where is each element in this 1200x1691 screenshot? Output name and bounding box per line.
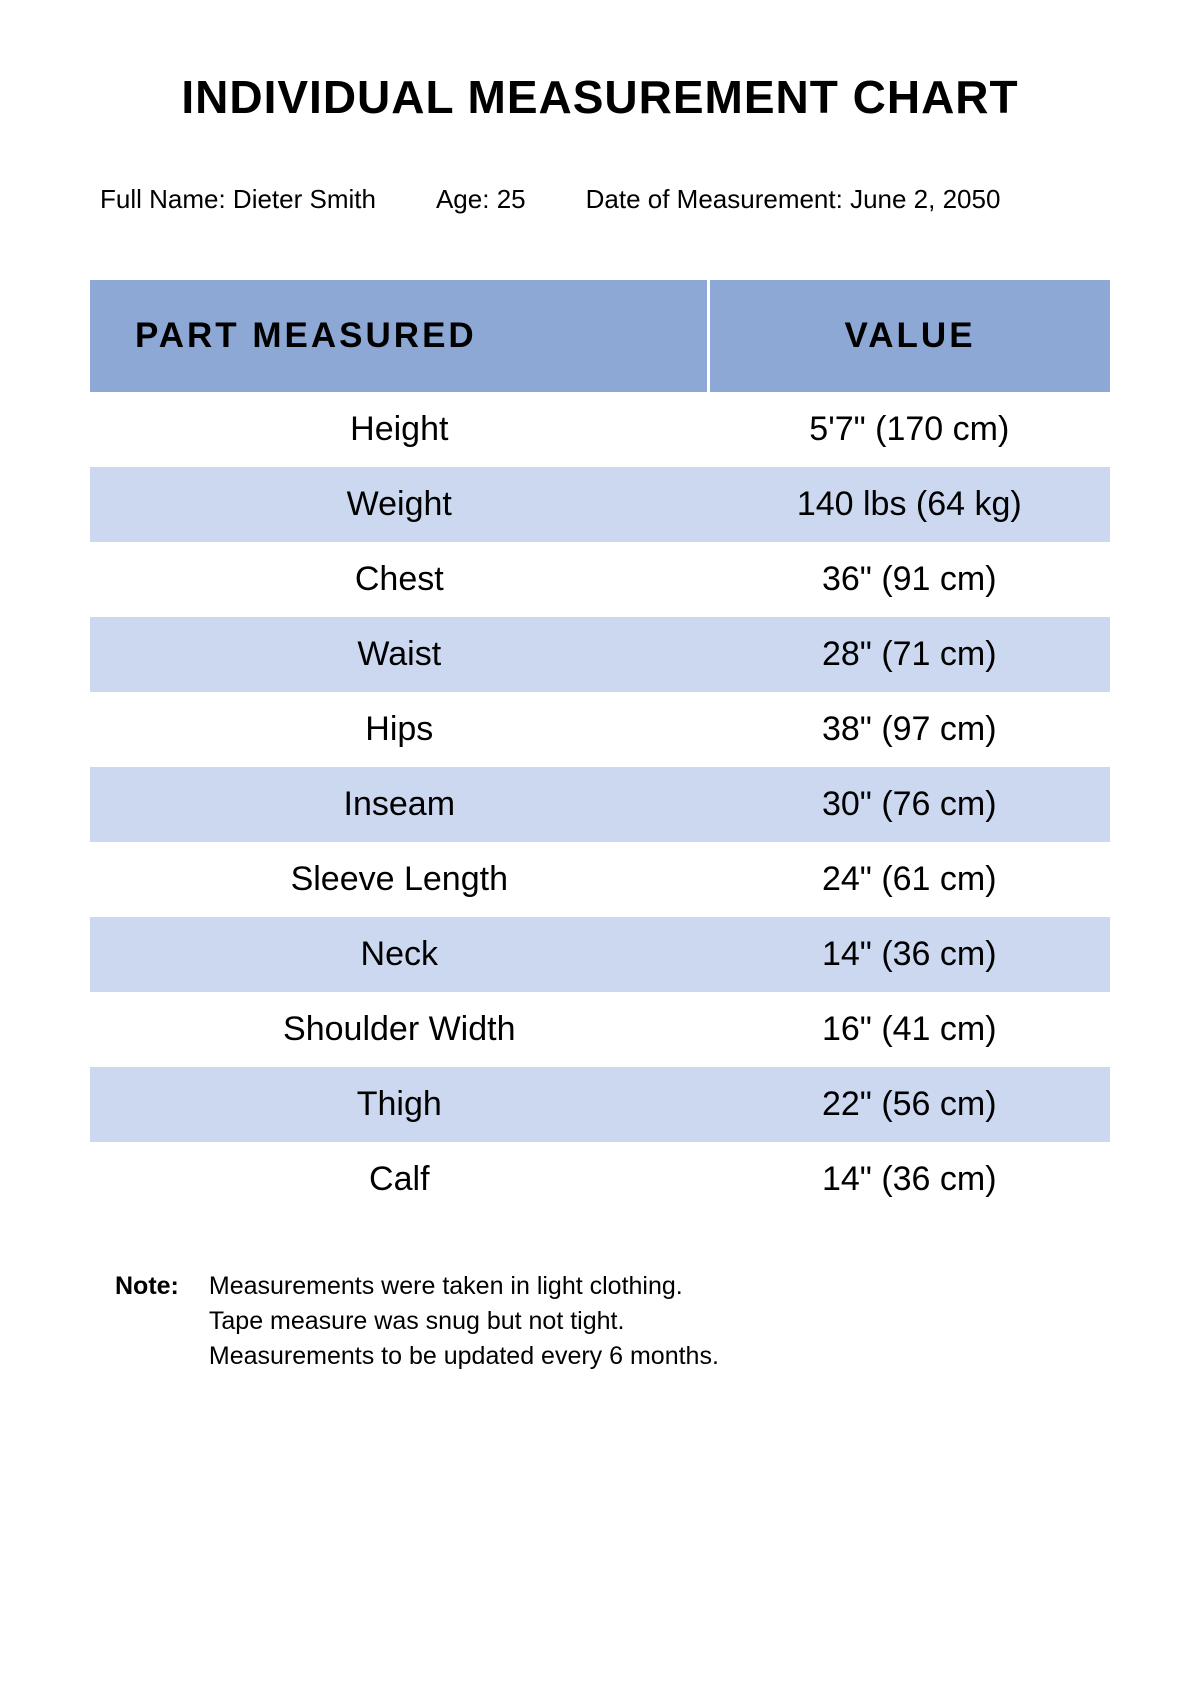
cell-part: Thigh [90,1067,709,1142]
cell-value: 36" (91 cm) [709,542,1110,617]
table-row: Chest36" (91 cm) [90,542,1110,617]
cell-value: 140 lbs (64 kg) [709,467,1110,542]
notes-section: Note: Measurements were taken in light c… [90,1272,1110,1377]
meta-age: Age: 25 [436,184,526,215]
table-row: Neck14" (36 cm) [90,917,1110,992]
page-title: INDIVIDUAL MEASUREMENT CHART [90,70,1110,124]
table-row: Sleeve Length24" (61 cm) [90,842,1110,917]
cell-value: 28" (71 cm) [709,617,1110,692]
cell-part: Neck [90,917,709,992]
table-header-row: PART MEASURED VALUE [90,280,1110,392]
note-line: Measurements were taken in light clothin… [209,1272,719,1301]
cell-value: 16" (41 cm) [709,992,1110,1067]
cell-value: 14" (36 cm) [709,1142,1110,1217]
meta-row: Full Name: Dieter Smith Age: 25 Date of … [90,184,1110,215]
measurement-table: PART MEASURED VALUE Height5'7" (170 cm)W… [90,280,1110,1217]
cell-value: 5'7" (170 cm) [709,392,1110,467]
table-row: Shoulder Width16" (41 cm) [90,992,1110,1067]
cell-part: Sleeve Length [90,842,709,917]
note-line: Measurements to be updated every 6 month… [209,1342,719,1371]
table-row: Calf14" (36 cm) [90,1142,1110,1217]
cell-value: 30" (76 cm) [709,767,1110,842]
table-row: Thigh22" (56 cm) [90,1067,1110,1142]
meta-name: Full Name: Dieter Smith [100,184,376,215]
cell-value: 24" (61 cm) [709,842,1110,917]
meta-name-value: Dieter Smith [233,184,376,214]
cell-part: Waist [90,617,709,692]
table-row: Weight140 lbs (64 kg) [90,467,1110,542]
meta-age-value: 25 [497,184,526,214]
meta-date-label: Date of Measurement: [586,184,850,214]
cell-part: Shoulder Width [90,992,709,1067]
cell-part: Hips [90,692,709,767]
table-row: Inseam30" (76 cm) [90,767,1110,842]
cell-part: Calf [90,1142,709,1217]
cell-value: 38" (97 cm) [709,692,1110,767]
notes-label: Note: [115,1272,179,1377]
cell-part: Weight [90,467,709,542]
notes-lines: Measurements were taken in light clothin… [209,1272,719,1377]
table-row: Waist28" (71 cm) [90,617,1110,692]
meta-age-label: Age: [436,184,497,214]
meta-date: Date of Measurement: June 2, 2050 [586,184,1001,215]
table-row: Height5'7" (170 cm) [90,392,1110,467]
col-header-part: PART MEASURED [90,280,709,392]
cell-part: Chest [90,542,709,617]
cell-part: Inseam [90,767,709,842]
meta-name-label: Full Name: [100,184,233,214]
cell-value: 14" (36 cm) [709,917,1110,992]
note-line: Tape measure was snug but not tight. [209,1307,719,1336]
table-row: Hips38" (97 cm) [90,692,1110,767]
col-header-value: VALUE [709,280,1110,392]
cell-part: Height [90,392,709,467]
cell-value: 22" (56 cm) [709,1067,1110,1142]
meta-date-value: June 2, 2050 [850,184,1000,214]
